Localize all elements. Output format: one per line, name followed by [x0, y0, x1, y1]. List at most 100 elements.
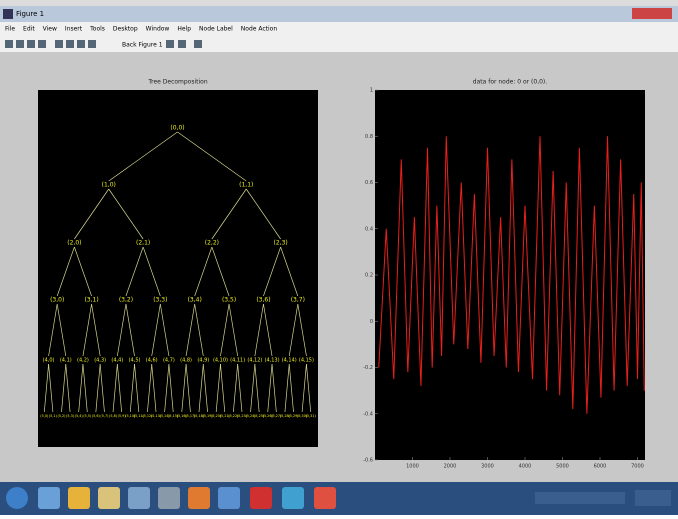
y-tick-label: 1	[370, 88, 373, 94]
tree-node: (5,8)	[109, 414, 118, 418]
taskbar-app[interactable]	[68, 487, 90, 509]
tool-icon[interactable]	[166, 40, 174, 48]
tree-node: (5,7)	[100, 414, 109, 418]
y-tick-label: 0.6	[365, 180, 373, 186]
x-tick-label: 1000	[406, 464, 419, 470]
tree-node: (5,4)	[75, 414, 84, 418]
tree-node: (3,2)	[119, 297, 133, 304]
taskbar-app[interactable]	[158, 487, 180, 509]
x-tick-label: 3000	[481, 464, 494, 470]
window-icon	[3, 9, 13, 19]
toolbar	[0, 36, 678, 52]
taskbar-app[interactable]	[218, 487, 240, 509]
tree-node: (5,2)	[57, 414, 66, 418]
tree-node: (4,12)	[247, 358, 262, 364]
tree-node: (4,1)	[60, 358, 72, 364]
tree-node: (4,4)	[111, 358, 123, 364]
tool-icon[interactable]	[194, 40, 202, 48]
menu-item[interactable]: Help	[177, 26, 191, 33]
menu-item[interactable]: View	[43, 26, 57, 33]
tool-icon[interactable]	[5, 40, 13, 48]
tool-icon[interactable]	[66, 40, 74, 48]
x-tick-label: 6000	[594, 464, 607, 470]
tree-node: (5,0)	[40, 414, 49, 418]
menu-item[interactable]: File	[5, 26, 15, 33]
tree-title: Tree Decomposition	[147, 79, 207, 86]
tool-icon[interactable]	[178, 40, 186, 48]
taskbar-app[interactable]	[98, 487, 120, 509]
window-title: Figure 1	[16, 10, 44, 18]
toolbar-label[interactable]: Back Figure 1	[122, 42, 163, 49]
menu-item[interactable]: Node Action	[241, 26, 278, 33]
tree-node: (4,9)	[197, 358, 209, 364]
tool-icon[interactable]	[16, 40, 24, 48]
system-tray[interactable]	[535, 492, 625, 504]
tree-node: (3,4)	[188, 297, 202, 304]
page: Figure 1 File Edit View Insert Tools Desktop W…	[0, 0, 678, 515]
menu-item[interactable]: Tools	[89, 26, 105, 33]
tree-node: (4,8)	[180, 358, 192, 364]
y-tick-label: 0.4	[365, 226, 373, 232]
tool-icon[interactable]	[88, 40, 96, 48]
tree-node: (5,31)	[306, 414, 317, 418]
menu-item[interactable]: Desktop	[113, 26, 138, 33]
start-button[interactable]	[6, 487, 28, 509]
tool-icon[interactable]	[77, 40, 85, 48]
tree-node: (5,6)	[92, 414, 101, 418]
screen: Figure 1 File Edit View Insert Tools Desktop W…	[0, 0, 678, 515]
tree-node: (5,1)	[49, 414, 58, 418]
tree-node: (4,2)	[77, 358, 89, 364]
tree-node: (4,6)	[146, 358, 158, 364]
taskbar-app[interactable]	[282, 487, 304, 509]
tree-node: (4,11)	[230, 358, 245, 364]
tree-node: (2,2)	[205, 240, 219, 247]
tree-node: (2,3)	[274, 240, 288, 247]
menu-item[interactable]: Insert	[65, 26, 83, 33]
tree-node: (5,3)	[66, 414, 75, 418]
y-tick-label: -0.4	[363, 411, 373, 417]
tree-node: (4,7)	[163, 358, 175, 364]
y-tick-label: 0.8	[365, 134, 373, 140]
clock[interactable]	[635, 490, 671, 506]
tree-node: (4,0)	[43, 358, 55, 364]
menu-item[interactable]: Window	[146, 26, 170, 33]
tree-node: (3,1)	[84, 297, 98, 304]
tool-icon[interactable]	[55, 40, 63, 48]
tool-icon[interactable]	[38, 40, 46, 48]
y-tick-label: 0	[370, 319, 373, 325]
window-controls[interactable]	[632, 8, 672, 19]
tree-node: (4,5)	[129, 358, 141, 364]
taskbar-app[interactable]	[314, 487, 336, 509]
y-tick-label: -0.2	[363, 365, 373, 371]
title-bar	[0, 6, 678, 22]
tree-node: (3,6)	[256, 297, 270, 304]
x-tick-label: 2000	[444, 464, 457, 470]
tree-node: (3,0)	[50, 297, 64, 304]
menu-item[interactable]: Node Label	[199, 26, 233, 33]
tree-node: (2,0)	[67, 240, 81, 247]
taskbar-app[interactable]	[250, 487, 272, 509]
tree-node: (4,15)	[299, 358, 314, 364]
x-tick-label: 4000	[519, 464, 532, 470]
taskbar-app[interactable]	[128, 487, 150, 509]
x-tick-label: 7000	[631, 464, 644, 470]
tree-node: (4,13)	[265, 358, 280, 364]
tree-node: (1,0)	[102, 182, 116, 189]
taskbar-app[interactable]	[188, 487, 210, 509]
taskbar-app[interactable]	[38, 487, 60, 509]
tree-node: (2,1)	[136, 240, 150, 247]
y-tick-label: -0.6	[363, 458, 373, 464]
tree-node: (3,7)	[291, 297, 305, 304]
tree-node: (3,3)	[153, 297, 167, 304]
tree-node: (5,5)	[83, 414, 92, 418]
tree-node: (4,14)	[282, 358, 297, 364]
tool-icon[interactable]	[27, 40, 35, 48]
tree-node: (4,10)	[213, 358, 228, 364]
y-tick-label: 0.2	[365, 273, 373, 279]
tree-node: (4,3)	[94, 358, 106, 364]
tree-node: (1,1)	[239, 182, 253, 189]
x-tick-label: 5000	[556, 464, 569, 470]
tree-node: (3,5)	[222, 297, 236, 304]
menu-item[interactable]: Edit	[23, 26, 35, 33]
tree-node: (0,0)	[170, 125, 184, 132]
